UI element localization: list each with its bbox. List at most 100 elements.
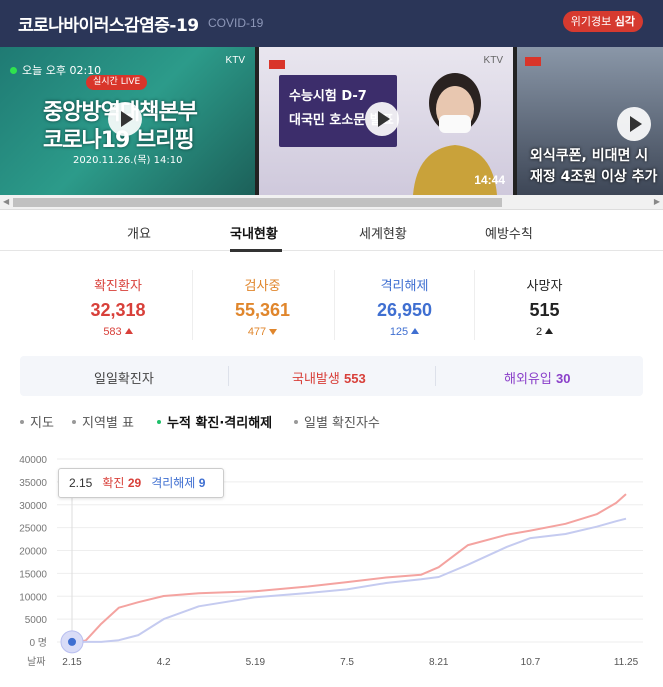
subtab-label: 지역별 표 bbox=[82, 416, 134, 431]
live-label-icon bbox=[525, 57, 541, 66]
stat-delta: 583 bbox=[103, 326, 122, 338]
domestic-value: 553 bbox=[343, 371, 366, 386]
tooltip-released-label: 격리해제 bbox=[151, 476, 196, 490]
page-subtitle: COVID-19 bbox=[208, 16, 264, 30]
y-tick-label: 5000 bbox=[25, 615, 48, 626]
divider bbox=[435, 366, 436, 386]
stats-summary: 확진환자 32,318 583 검사중 55,361 477 격리해제 26,9… bbox=[30, 270, 634, 340]
play-icon[interactable] bbox=[365, 102, 399, 136]
y-tick-label: 30000 bbox=[19, 501, 47, 512]
video-card[interactable]: 외식쿠폰, 비대면 시 재정 4조원 이상 추가 bbox=[517, 47, 663, 195]
y-tick-label: 35000 bbox=[19, 478, 47, 489]
overseas-value: 30 bbox=[555, 371, 571, 386]
subtab-label: 지도 bbox=[30, 416, 54, 431]
x-tick-label: 10.7 bbox=[521, 657, 541, 668]
subtab-label: 누적 확진·격리해제 bbox=[167, 416, 273, 431]
stat-value: 515 bbox=[529, 300, 560, 320]
stat-value: 55,361 bbox=[234, 300, 291, 320]
tab-overview[interactable]: 개요 bbox=[127, 227, 151, 242]
x-tick-label: 4.2 bbox=[157, 657, 171, 668]
stat-label: 격리해제 bbox=[380, 279, 429, 294]
scroll-left-icon[interactable]: ◀ bbox=[3, 197, 10, 206]
y-tick-label: 20000 bbox=[19, 547, 47, 558]
stat-deaths: 사망자 515 2 bbox=[474, 270, 614, 340]
stat-delta: 2 bbox=[535, 326, 543, 338]
daily-label: 일일확진자 bbox=[94, 372, 154, 387]
increase-arrow-icon bbox=[411, 328, 420, 334]
tab-world[interactable]: 세계현황 bbox=[359, 227, 407, 242]
x-tick-label: 7.5 bbox=[340, 657, 354, 668]
stat-label: 사망자 bbox=[526, 279, 563, 294]
alert-badge[interactable]: 위기경보 심각 bbox=[562, 11, 643, 32]
hover-marker-dot bbox=[68, 637, 76, 646]
alert-level: 심각 bbox=[614, 15, 635, 28]
subtab-region-table[interactable]: 지역별 표 bbox=[72, 412, 134, 431]
y-tick-label: 10000 bbox=[19, 592, 47, 603]
header-bar: 코로나바이러스감염증-19 COVID-19 위기경보 심각 bbox=[0, 0, 663, 47]
stat-testing: 검사중 55,361 477 bbox=[192, 270, 332, 340]
x-tick-label: 5.19 bbox=[246, 657, 266, 668]
video-card[interactable]: 오늘 오후 02:10 KTV 실시간 LIVE 중앙방역대책본부 코로나19 … bbox=[0, 47, 255, 195]
tooltip-date: 2.15 bbox=[69, 476, 93, 490]
stat-value: 32,318 bbox=[90, 300, 146, 320]
main-tabs: 개요 국내현황 세계현황 예방수칙 bbox=[0, 211, 663, 252]
increase-arrow-icon bbox=[545, 328, 554, 334]
x-axis-label: 날짜 bbox=[27, 656, 45, 668]
decrease-arrow-icon bbox=[269, 329, 278, 335]
scrollbar-thumb[interactable] bbox=[13, 198, 502, 207]
series-line-released bbox=[71, 517, 627, 643]
chart-svg: 0 명 5000 10000 15000 20000 25000 30000 35000 400… bbox=[19, 455, 643, 668]
subtab-cumulative[interactable]: 누적 확진·격리해제 bbox=[157, 412, 272, 431]
subtab-daily[interactable]: 일별 확진자수 bbox=[294, 412, 380, 431]
tab-prevention[interactable]: 예방수칙 bbox=[485, 227, 533, 242]
tooltip-confirmed-value: 29 bbox=[127, 476, 142, 490]
bullet-icon bbox=[157, 420, 161, 424]
alert-label: 위기경보 bbox=[570, 15, 612, 28]
video-title-line1: 수능시험 D-7 bbox=[289, 89, 367, 104]
subtab-label: 일별 확진자수 bbox=[304, 416, 380, 431]
y-tick-label: 0 명 bbox=[29, 637, 47, 649]
video-duration: 14:44 bbox=[474, 173, 505, 187]
bullet-icon bbox=[72, 420, 76, 424]
bullet-icon bbox=[294, 420, 298, 424]
video-title-line1: 외식쿠폰, 비대면 시 bbox=[530, 148, 649, 164]
page-title: 코로나바이러스감염증-19 bbox=[18, 16, 199, 36]
play-icon[interactable] bbox=[108, 102, 142, 136]
overseas-label: 해외유입 bbox=[504, 372, 552, 387]
x-tick-label: 8.21 bbox=[429, 657, 449, 668]
tooltip-released-value: 9 bbox=[198, 476, 206, 490]
carousel-scrollbar[interactable]: ◀ ▶ bbox=[0, 195, 663, 210]
video-date: 2020.11.26.(목) 14:10 bbox=[73, 155, 183, 166]
x-tick-label: 11.25 bbox=[614, 657, 639, 668]
stat-released: 격리해제 26,950 125 bbox=[334, 270, 474, 340]
active-tab-indicator bbox=[230, 249, 282, 252]
video-carousel: 오늘 오후 02:10 KTV 실시간 LIVE 중앙방역대책본부 코로나19 … bbox=[0, 47, 663, 195]
stat-label: 확진환자 bbox=[94, 279, 142, 294]
stat-label: 검사중 bbox=[244, 279, 281, 294]
scroll-right-icon[interactable]: ▶ bbox=[653, 197, 660, 206]
live-time: 오늘 오후 02:10 bbox=[22, 64, 102, 77]
tab-domestic[interactable]: 국내현황 bbox=[230, 227, 278, 242]
subtab-map[interactable]: 지도 bbox=[20, 412, 54, 431]
bullet-icon bbox=[20, 420, 24, 424]
increase-arrow-icon bbox=[124, 328, 133, 334]
live-label-icon bbox=[269, 60, 285, 69]
chart-subtabs: 지도 지역별 표 누적 확진·격리해제 일별 확진자수 bbox=[20, 412, 643, 432]
video-card[interactable]: KTV 수능시험 D-7 대국민 호소문 발표 14:44 bbox=[259, 47, 513, 195]
speaker-image bbox=[413, 73, 497, 195]
stat-confirmed: 확진환자 32,318 583 bbox=[48, 270, 188, 340]
y-tick-label: 40000 bbox=[19, 455, 47, 466]
live-badge: 실시간 LIVE bbox=[86, 75, 148, 90]
stat-value: 26,950 bbox=[376, 300, 433, 320]
divider bbox=[228, 366, 229, 386]
channel-label: KTV bbox=[225, 55, 245, 66]
stat-delta: 477 bbox=[247, 326, 267, 338]
chart-tooltip: 2.15 확진 29 격리해제 9 bbox=[58, 468, 224, 498]
x-tick-label: 2.15 bbox=[62, 657, 82, 668]
tooltip-confirmed-label: 확진 bbox=[102, 476, 125, 490]
domestic-label: 국내발생 bbox=[292, 372, 340, 387]
series-line-confirmed bbox=[71, 493, 627, 643]
play-icon[interactable] bbox=[617, 107, 651, 141]
y-tick-label: 15000 bbox=[19, 569, 47, 580]
stat-delta: 125 bbox=[389, 326, 409, 338]
